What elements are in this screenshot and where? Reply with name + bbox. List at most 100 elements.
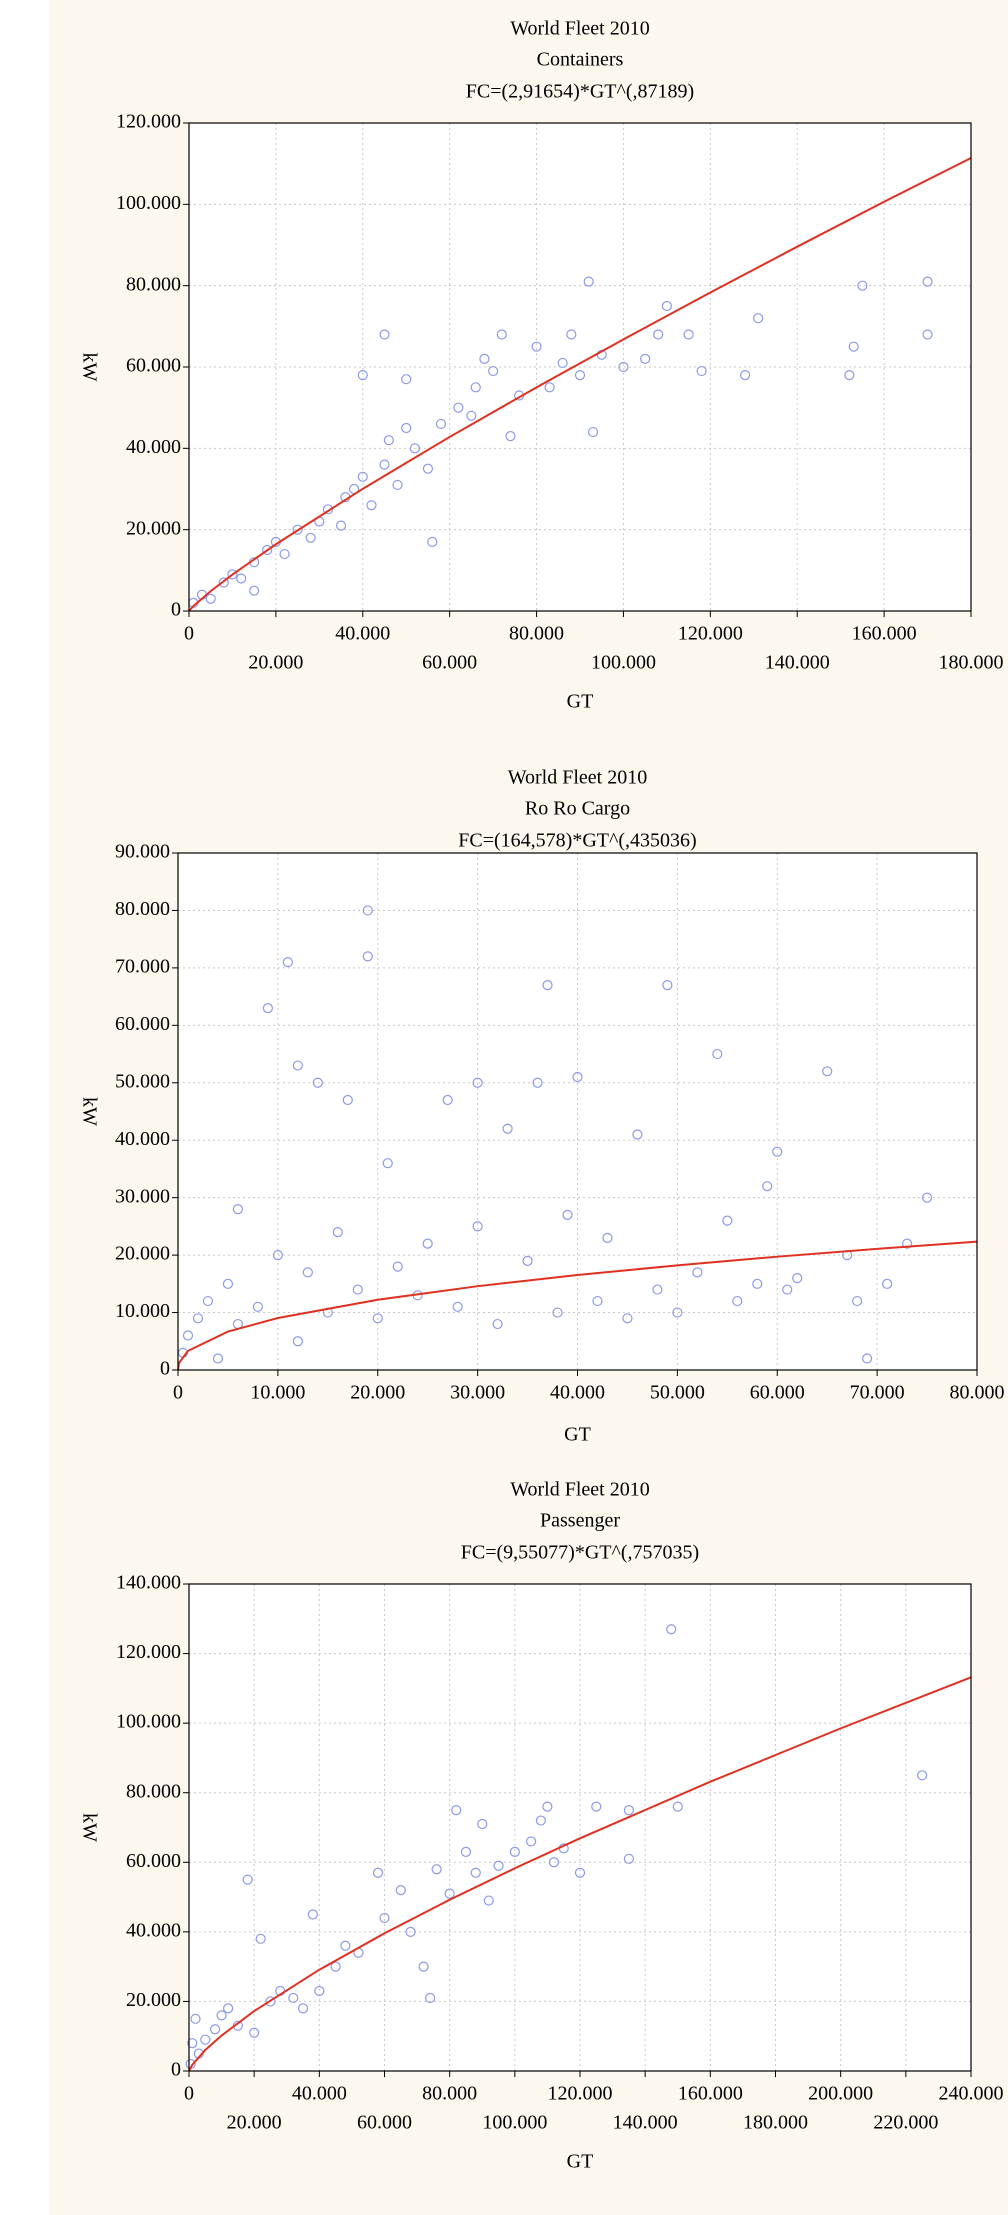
point [401, 422, 412, 434]
point [640, 353, 651, 364]
point [222, 1278, 234, 1289]
point [542, 1801, 553, 1812]
point [314, 1985, 325, 1997]
point [379, 329, 390, 340]
point [574, 1867, 586, 1878]
x-tick-label: 60.000 [750, 1382, 805, 1404]
x-tick-label: 30.000 [450, 1382, 505, 1404]
x-tick-label: 220.000 [873, 2112, 938, 2134]
point [216, 2010, 227, 2021]
point [532, 1077, 543, 1088]
point [292, 1060, 303, 1071]
point [352, 1284, 363, 1295]
y-tick-label: 100.000 [116, 1711, 181, 1733]
point [405, 1926, 416, 1937]
plot-frame [188, 122, 972, 612]
y-tick-label: 100.000 [116, 192, 181, 214]
x-tick-label: 40.000 [292, 2083, 347, 2105]
chart: World Fleet 2010 Passenger FC=(9,55077)*GT… [78, 1479, 1003, 2173]
point [425, 1992, 436, 2004]
x-tick-label: 240.000 [939, 2083, 1004, 2105]
point [632, 1129, 643, 1140]
x-tick-label: 0 [184, 623, 194, 645]
point [466, 410, 477, 421]
equation: FC=(9,55077)*GT^(,757035) [461, 1542, 699, 1564]
point [232, 1204, 244, 1215]
y-tick-label: 0 [171, 2059, 181, 2081]
point [427, 536, 438, 547]
x-tick-label: 60.000 [357, 2112, 412, 2134]
point [357, 471, 368, 482]
point [574, 370, 586, 381]
point [552, 1307, 563, 1318]
chart: World Fleet 2010 Ro Ro Cargo FC=(164,578)*… [78, 767, 1004, 1446]
point [372, 1867, 384, 1878]
point [418, 1961, 429, 1972]
point [712, 1048, 723, 1060]
point [739, 370, 751, 381]
x-tick-label: 160.000 [678, 2083, 743, 2105]
point [362, 905, 373, 916]
point [917, 1770, 928, 1781]
equation: FC=(2,91654)*GT^(,87189) [466, 81, 694, 103]
y-axis-label: kW [78, 1097, 100, 1126]
point [542, 980, 553, 991]
point [732, 1295, 743, 1307]
point [483, 1895, 494, 1906]
point [200, 2034, 211, 2045]
plot-frame [188, 1583, 972, 2072]
point [330, 1961, 341, 1972]
y-tick-label: 20.000 [126, 1989, 181, 2011]
point [623, 1853, 634, 1864]
point [479, 353, 490, 364]
point [753, 313, 764, 324]
point [392, 479, 403, 491]
point [583, 276, 594, 287]
point [862, 1353, 873, 1364]
point [566, 329, 577, 340]
plot-area [178, 853, 977, 1370]
x-tick-label: 50.000 [650, 1382, 705, 1404]
x-tick-label: 180.000 [939, 652, 1004, 674]
chart: World Fleet 2010 Containers FC=(2,91654)*G… [78, 18, 1003, 713]
point [452, 1301, 463, 1312]
point [223, 2003, 234, 2014]
y-tick-label: 80.000 [115, 898, 170, 920]
point [505, 431, 516, 442]
point [591, 1801, 602, 1812]
point [322, 504, 334, 515]
y-tick-label: 20.000 [126, 517, 181, 539]
point [302, 1267, 313, 1278]
point [182, 1330, 194, 1341]
point [265, 1996, 276, 2007]
point [792, 1272, 803, 1284]
point [262, 544, 273, 556]
x-tick-label: 20.000 [227, 2112, 282, 2134]
point [535, 1815, 547, 1826]
chart-title: World Fleet 2010 [510, 1479, 649, 1501]
point [782, 1284, 793, 1295]
y-tick-label: 20.000 [115, 1243, 170, 1265]
point [762, 1181, 773, 1192]
point [379, 1912, 390, 1924]
point [852, 1295, 863, 1307]
y-tick-label: 80.000 [126, 1780, 181, 1802]
point [292, 1336, 303, 1347]
point [279, 548, 290, 560]
point [562, 1209, 573, 1221]
y-tick-label: 140.000 [116, 1572, 181, 1594]
x-axis-label: GT [567, 691, 594, 713]
point [672, 1307, 683, 1318]
x-tick-label: 100.000 [591, 652, 656, 674]
x-tick-label: 40.000 [550, 1382, 605, 1404]
point [477, 1818, 488, 1830]
point [395, 1885, 406, 1896]
point [602, 1232, 613, 1243]
point [472, 1077, 483, 1088]
point [460, 1846, 472, 1857]
point [444, 1888, 455, 1899]
x-tick-label: 140.000 [613, 2112, 678, 2134]
point [431, 1864, 442, 1875]
x-tick-label: 0 [184, 2083, 194, 2105]
